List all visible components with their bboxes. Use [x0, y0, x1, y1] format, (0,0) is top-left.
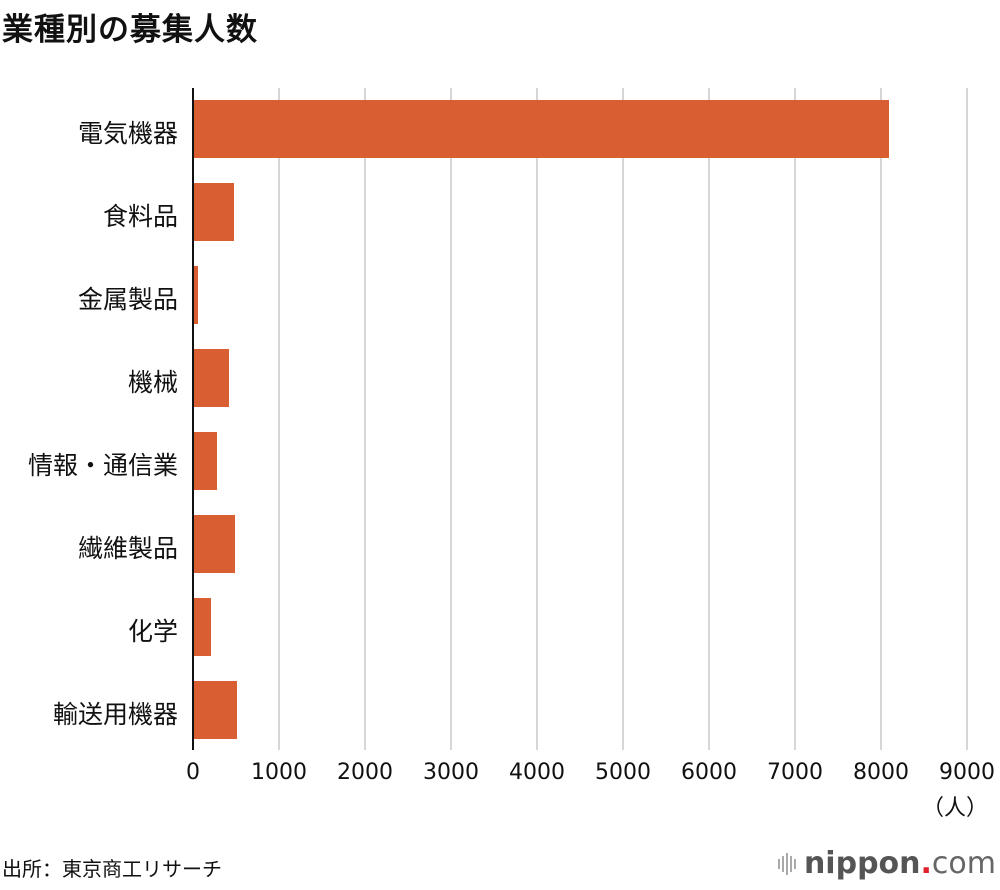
logo-name: nippon — [803, 846, 921, 881]
x-tick-label: 0 — [186, 760, 200, 785]
x-tick-label: 1000 — [251, 760, 307, 785]
bar — [194, 515, 236, 573]
gridline — [966, 88, 968, 750]
category-label: 金属製品 — [77, 285, 178, 314]
gridline — [622, 88, 624, 750]
x-tick-label: 5000 — [595, 760, 651, 785]
category-label: 繊維製品 — [77, 534, 178, 563]
x-axis-unit: （人） — [921, 796, 988, 821]
x-tick-label: 7000 — [767, 760, 823, 785]
nippon-logo: nippon. com — [777, 846, 996, 881]
x-tick-label: 4000 — [509, 760, 565, 785]
bar — [194, 681, 237, 739]
logo-bars-icon — [777, 852, 796, 875]
bar — [194, 349, 230, 407]
x-tick-label: 3000 — [423, 760, 479, 785]
category-label: 輸送用機器 — [52, 700, 178, 729]
bar — [194, 432, 218, 490]
gridline — [708, 88, 710, 750]
y-axis-line — [192, 88, 194, 750]
x-tick-label: 2000 — [337, 760, 393, 785]
gridline — [450, 88, 452, 750]
x-tick-label: 9000 — [939, 760, 995, 785]
gridline — [880, 88, 882, 750]
gridline — [794, 88, 796, 750]
category-label: 化学 — [127, 617, 178, 646]
category-label: 機械 — [127, 368, 178, 397]
gridline — [364, 88, 366, 750]
logo-dot: . — [920, 846, 932, 881]
bar — [194, 266, 199, 324]
category-label: 電気機器 — [77, 119, 178, 148]
logo-suffix: com — [931, 846, 996, 881]
bar — [194, 183, 234, 241]
category-label: 情報・通信業 — [27, 451, 178, 480]
x-tick-label: 8000 — [853, 760, 909, 785]
bar — [194, 100, 889, 158]
bar — [194, 598, 212, 656]
gridline — [536, 88, 538, 750]
category-label: 食料品 — [102, 202, 178, 231]
source-note: 出所：東京商工リサーチ — [2, 857, 222, 881]
gridline — [278, 88, 280, 750]
x-tick-label: 6000 — [681, 760, 737, 785]
chart-title: 業種別の募集人数 — [2, 12, 258, 48]
